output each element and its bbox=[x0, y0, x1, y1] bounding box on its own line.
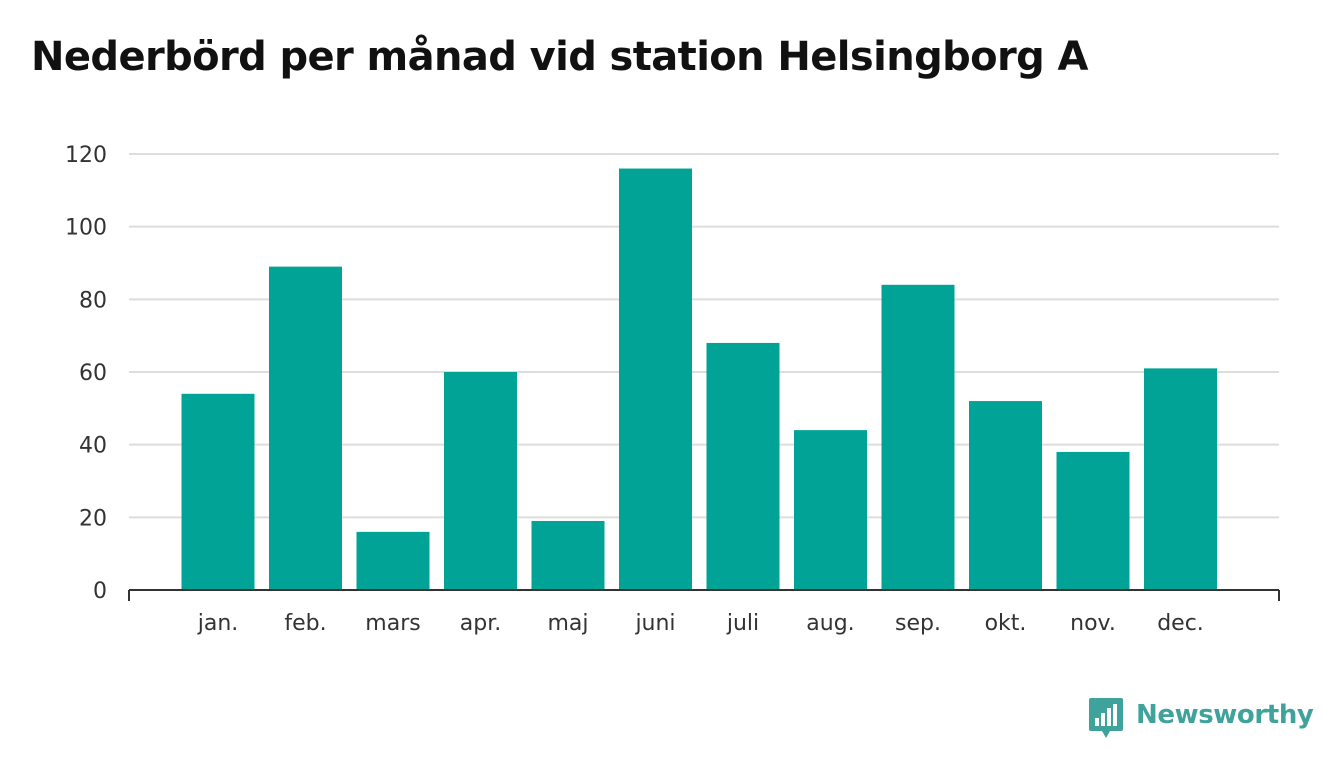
bar-feb bbox=[269, 266, 342, 590]
bar-nov bbox=[1056, 451, 1130, 590]
y-tick-label: 40 bbox=[79, 434, 107, 459]
y-tick-label: 0 bbox=[93, 579, 107, 604]
y-tick-label: 80 bbox=[79, 288, 107, 313]
x-tick-label: maj bbox=[547, 611, 588, 636]
x-tick-label: mars bbox=[365, 611, 420, 636]
bar-juli bbox=[706, 342, 780, 590]
y-tick-label: 20 bbox=[79, 506, 107, 531]
bar-dec bbox=[1144, 368, 1217, 590]
x-tick-label: jan. bbox=[197, 611, 239, 636]
bar-apr bbox=[444, 372, 517, 590]
x-axis bbox=[128, 589, 1280, 601]
bar-aug bbox=[794, 430, 867, 590]
chart-title: Nederbörd per månad vid station Helsingb… bbox=[31, 34, 1088, 80]
y-tick-label: 100 bbox=[65, 216, 107, 241]
bar-mars bbox=[356, 531, 430, 590]
x-tick-label: juni bbox=[634, 611, 675, 636]
bar-juni bbox=[619, 168, 692, 591]
bar-sep bbox=[881, 284, 955, 590]
newsworthy-bar-chart-icon bbox=[1089, 698, 1123, 738]
x-tick-label: aug. bbox=[806, 611, 854, 636]
x-tick-label: feb. bbox=[284, 611, 326, 636]
y-tick-label: 120 bbox=[65, 143, 107, 168]
x-tick-label: dec. bbox=[1157, 611, 1204, 636]
newsworthy-logo: Newsworthy bbox=[1088, 696, 1314, 740]
x-tick-label: juli bbox=[726, 611, 759, 636]
x-tick-label: apr. bbox=[460, 611, 501, 636]
x-tick-label: nov. bbox=[1070, 611, 1116, 636]
x-tick-label: okt. bbox=[985, 611, 1027, 636]
bar-maj bbox=[531, 520, 605, 590]
x-tick-label: sep. bbox=[895, 611, 941, 636]
y-axis-tick-labels: 0 20 40 60 80 100 120 bbox=[65, 143, 107, 604]
y-tick-label: 60 bbox=[79, 361, 107, 386]
bars bbox=[181, 168, 1217, 591]
bar-jan bbox=[181, 393, 255, 590]
x-axis-tick-labels: jan. feb. mars apr. maj juni juli aug. sep. okt. n… bbox=[197, 611, 1204, 636]
brand-name: Newsworthy bbox=[1136, 700, 1314, 730]
bar-okt bbox=[969, 401, 1042, 590]
